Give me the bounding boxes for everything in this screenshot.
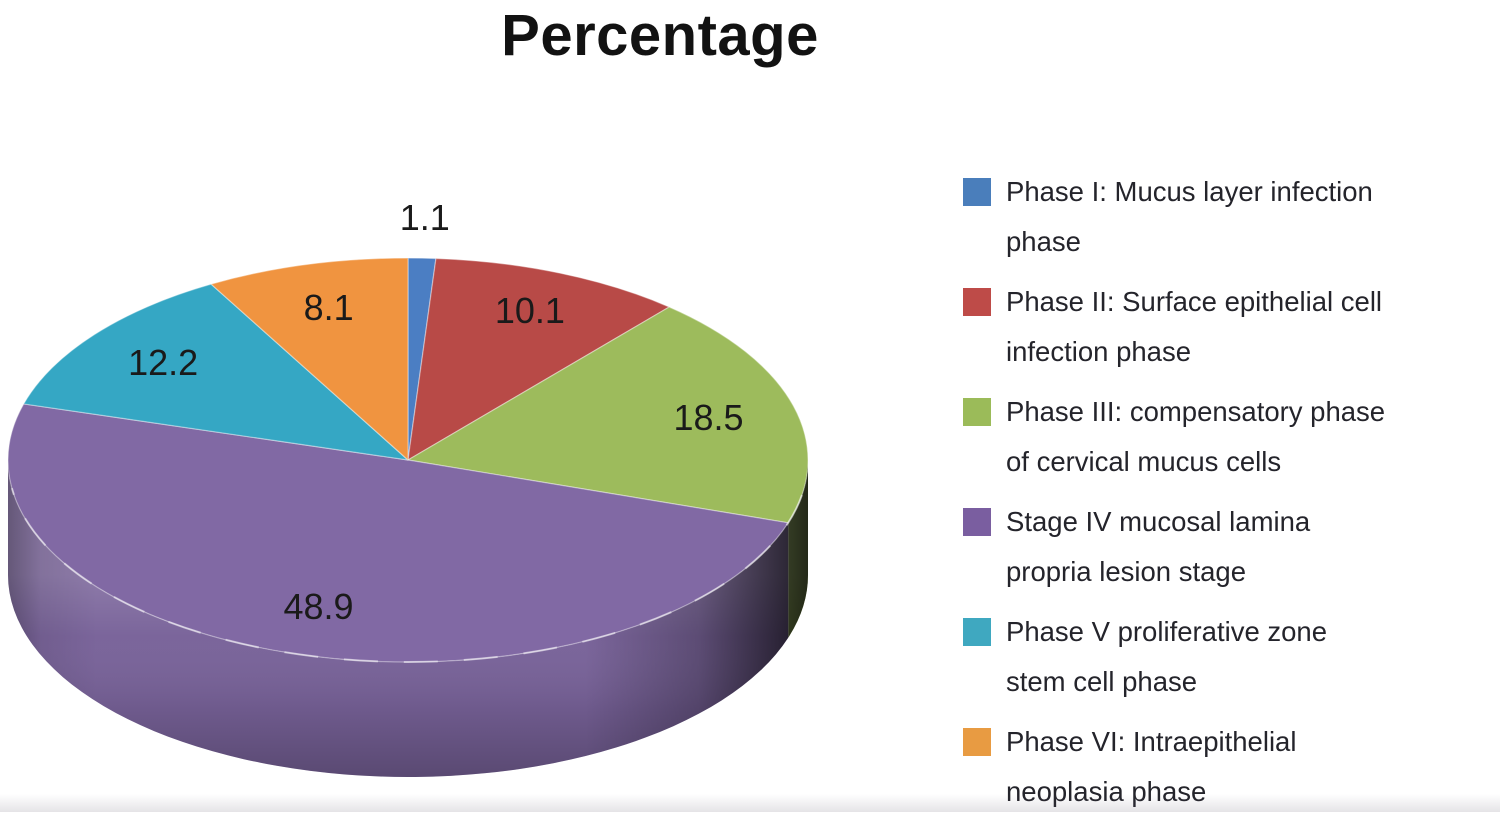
pie-slice-label: 8.1: [304, 287, 354, 328]
legend-swatch-phase-3-icon: [963, 398, 991, 426]
legend-item-phase-5: Phase V proliferative zone stem cell pha…: [963, 607, 1493, 707]
legend-item-stage-4: Stage IV mucosal lamina propria lesion s…: [963, 497, 1493, 597]
legend-swatch-phase-2-icon: [963, 288, 991, 316]
legend-item-phase-3: Phase III: compensatory phase of cervica…: [963, 387, 1493, 487]
legend-swatch-phase-1-icon: [963, 178, 991, 206]
pie-slice-top: [210, 257, 409, 461]
legend-label-phase-5: Phase V proliferative zone stem cell pha…: [1006, 616, 1328, 697]
chart-legend: Phase I: Mucus layer infection phase Pha…: [963, 167, 1493, 827]
pie-chart-3d: 1.1 10.1 18.5 48.9 12.2 8.1: [7, 197, 809, 777]
pie-slice-top: [23, 283, 409, 461]
chart-title: Percentage: [501, 3, 819, 68]
pie-slice-side-shadow: [8, 460, 789, 777]
legend-item-phase-6: Phase VI: Intraepithelial neoplasia phas…: [963, 717, 1493, 817]
legend-swatch-phase-6-icon: [963, 728, 991, 756]
pie-slice-side-shadow: [788, 460, 808, 638]
legend-item-phase-2: Phase II: Surface epithelial cell infect…: [963, 277, 1493, 377]
legend-label-stage-4: Stage IV mucosal lamina propria lesion s…: [1006, 506, 1311, 587]
pie-slice-label: 10.1: [495, 290, 565, 331]
legend-label-phase-3: Phase III: compensatory phase of cervica…: [1006, 396, 1386, 477]
pie-slice-top: [407, 257, 670, 461]
legend-item-phase-1: Phase I: Mucus layer infection phase: [963, 167, 1493, 267]
pie-slice-label: 12.2: [128, 342, 198, 383]
pie-slice-top: [407, 257, 437, 461]
pie-slice-label: 48.9: [284, 586, 354, 627]
pie-rim-highlight: [10, 487, 803, 663]
legend-label-phase-6: Phase VI: Intraepithelial neoplasia phas…: [1006, 726, 1297, 807]
pie-slice-top: [407, 306, 809, 524]
pie-slice-label: 18.5: [674, 397, 744, 438]
legend-swatch-stage-4-icon: [963, 508, 991, 536]
legend-label-phase-1: Phase I: Mucus layer infection phase: [1006, 176, 1373, 257]
legend-swatch-phase-5-icon: [963, 618, 991, 646]
pie-slice-label: 1.1: [400, 197, 450, 238]
legend-label-phase-2: Phase II: Surface epithelial cell infect…: [1006, 286, 1383, 367]
